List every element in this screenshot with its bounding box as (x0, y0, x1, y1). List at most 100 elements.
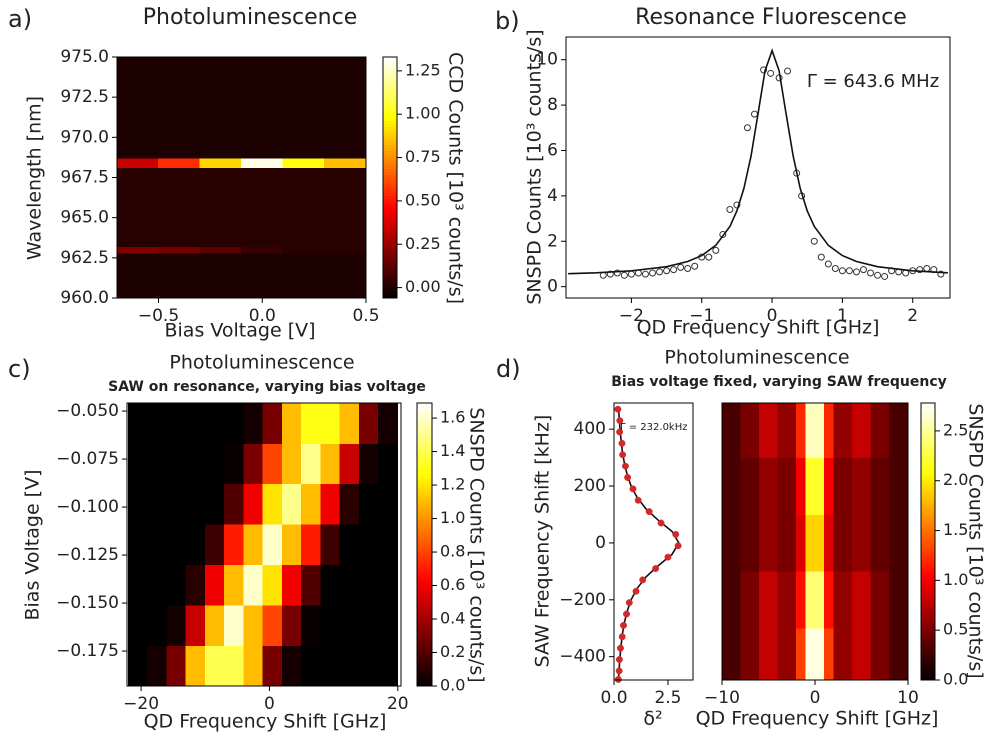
y-tick-label: 960.0 (60, 288, 109, 308)
colorbar-gradient (417, 494, 432, 500)
colorbar-gradient (383, 195, 397, 200)
colorbar-gradient (921, 493, 935, 497)
colorbar-gradient (417, 579, 432, 584)
y-tick-label: −200 (559, 590, 606, 610)
colorbar-gradient (383, 126, 397, 130)
colorbar-gradient (417, 466, 432, 471)
colorbar-gradient (921, 589, 935, 594)
heatmap-cell (833, 627, 853, 680)
colorbar-gradient (417, 434, 432, 439)
colorbar-gradient (417, 675, 432, 680)
colorbar-gradient (417, 664, 432, 669)
colorbar-gradient (417, 526, 432, 531)
colorbar-gradient (417, 565, 432, 570)
colorbar-tick-label: 2.5 (943, 420, 968, 439)
heatmap-cell (243, 402, 264, 444)
colorbar-gradient (417, 431, 432, 436)
heatmap-cell (320, 443, 341, 485)
y-tick-label: 965.0 (60, 208, 109, 228)
colorbar-gradient (383, 180, 397, 185)
colorbar-gradient (921, 517, 935, 522)
colorbar-gradient (417, 502, 432, 507)
heatmap-cell (758, 514, 779, 572)
heatmap-cell (320, 402, 341, 444)
data-point (684, 264, 692, 272)
colorbar-gradient (417, 654, 432, 659)
colorbar-gradient (921, 610, 935, 615)
colorbar-gradient (383, 120, 397, 124)
x-tick-label: 2 (907, 306, 918, 326)
heatmap-cell (740, 403, 760, 458)
heatmap-cell (199, 252, 242, 299)
colorbar-gradient (417, 555, 432, 560)
x-axis-label: QD Frequency Shift [GHz] (144, 711, 387, 733)
colorbar-tick-label: 1.4 (440, 441, 465, 460)
heatmap-cell (889, 627, 909, 680)
colorbar-gradient (417, 647, 432, 652)
heatmap-cell (116, 56, 159, 159)
colorbar-gradient (921, 607, 935, 612)
colorbar-gradient (921, 638, 935, 643)
colorbar-gradient (383, 84, 397, 88)
heatmap-cell (166, 443, 187, 485)
heatmap-cell (721, 457, 741, 515)
y-tick-label: −0.175 (56, 641, 119, 661)
heatmap-cell (166, 402, 187, 444)
chart-title: Photoluminescence (169, 352, 354, 374)
colorbar-gradient (921, 621, 935, 626)
colorbar-tick-label: 0.6 (440, 575, 465, 594)
colorbar-gradient (383, 105, 397, 109)
heatmap-cell (851, 627, 872, 680)
heatmap-cell (127, 483, 148, 525)
y-tick-label: 6 (547, 140, 558, 160)
colorbar-gradient (921, 655, 935, 660)
colorbar-gradient (383, 81, 397, 85)
heatmap-cell (358, 604, 379, 646)
heatmap-cell (758, 457, 779, 515)
colorbar-gradient (921, 486, 935, 491)
colorbar-gradient (921, 648, 935, 653)
data-point (623, 610, 630, 618)
colorbar-gradient (383, 270, 397, 275)
data-point (618, 439, 626, 447)
colorbar-gradient (383, 174, 397, 178)
colorbar-gradient (417, 594, 432, 599)
data-point (618, 633, 626, 641)
heatmap-cell (127, 645, 148, 687)
colorbar-gradient (417, 678, 432, 683)
data-point (726, 205, 734, 213)
heatmap-cell (339, 443, 360, 485)
heatmap-cell (241, 56, 284, 159)
heatmap-cell (262, 443, 283, 485)
heatmap-cell (378, 645, 399, 687)
colorbar-gradient (417, 441, 432, 446)
colorbar-gradient (417, 576, 432, 581)
heatmap-cell (166, 524, 187, 565)
colorbar-gradient (921, 409, 935, 414)
heatmap-cell (158, 167, 201, 247)
colorbar-gradient (383, 234, 397, 239)
heatmap-cell (301, 443, 322, 485)
colorbar-label: SNSPD Counts [10³ counts/s] (965, 403, 987, 678)
colorbar-gradient (417, 459, 432, 464)
colorbar-gradient (921, 586, 935, 591)
colorbar-gradient (383, 291, 397, 296)
data-point (824, 260, 832, 268)
colorbar-gradient (383, 201, 397, 206)
heatmap-cell (147, 604, 168, 646)
data-point (817, 253, 825, 261)
heatmap-cell (777, 403, 797, 458)
panel-label: d) (496, 355, 521, 383)
heatmap-cell (358, 483, 379, 525)
colorbar-gradient (417, 480, 432, 485)
colorbar-gradient (417, 661, 432, 666)
colorbar-gradient (921, 572, 935, 577)
heatmap-cell (243, 524, 264, 565)
heatmap-cell (889, 571, 909, 629)
colorbar-gradient (921, 489, 935, 494)
x-tick-label: 0 (264, 694, 275, 714)
colorbar-gradient (417, 424, 432, 429)
colorbar-gradient (417, 682, 432, 687)
colorbar-gradient (417, 530, 432, 535)
